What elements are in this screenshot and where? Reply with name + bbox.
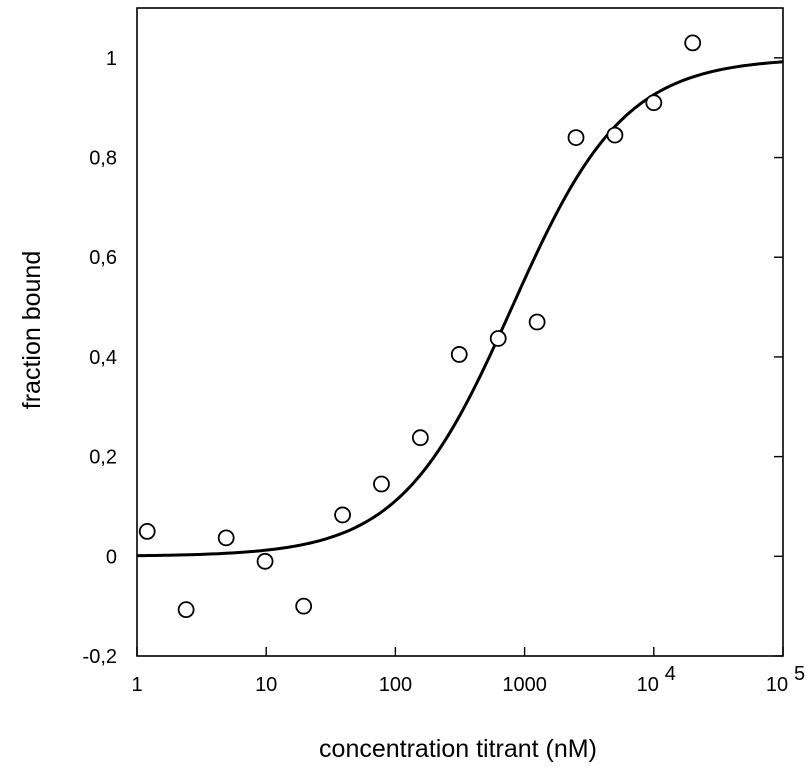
data-point [295, 597, 313, 615]
data-point [217, 529, 235, 547]
y-tick-label: 0,4 [89, 347, 117, 369]
x-tick-label: 10 [637, 674, 659, 696]
x-tick-label: 1000 [502, 674, 547, 696]
data-points-layer [138, 34, 702, 619]
data-point [334, 506, 351, 524]
data-point [411, 429, 429, 447]
plot-frame [136, 7, 784, 657]
y-tick-label: 1 [106, 48, 117, 70]
data-point [684, 34, 702, 52]
x-axis: 1 10 100 1000 10 4 10 5 [131, 647, 805, 696]
x-tick-label: 10 [255, 674, 277, 696]
y-tick-label: 0,8 [89, 148, 117, 170]
x-tick-exponent: 4 [665, 663, 676, 685]
data-point [489, 330, 507, 347]
data-point [528, 313, 546, 331]
x-tick-label: 100 [379, 674, 412, 696]
y-tick-label: 0 [106, 546, 117, 568]
y-tick-label: 0,2 [89, 447, 117, 469]
data-point [177, 601, 195, 619]
x-tick-label: 1 [131, 674, 142, 696]
data-point [373, 475, 390, 493]
data-point [256, 552, 274, 570]
x-tick-label: 10 [766, 674, 788, 696]
data-point [567, 129, 585, 147]
data-point [138, 522, 156, 540]
data-point [606, 126, 624, 144]
y-tick-label: 0,6 [89, 247, 117, 269]
fit-curve-layer [136, 60, 784, 558]
fit-curve [136, 60, 784, 558]
data-point [450, 346, 468, 363]
plot-area [136, 7, 784, 657]
y-axis-title: fraction bound [18, 251, 46, 409]
y-tick-label: -0,2 [83, 646, 117, 668]
x-tick-exponent: 5 [794, 663, 805, 685]
x-axis-title: concentration titrant (nM) [319, 735, 597, 763]
data-point [645, 94, 663, 112]
y-axis: -0,2 0 0,2 0,4 0,6 0,8 1 [83, 48, 783, 668]
